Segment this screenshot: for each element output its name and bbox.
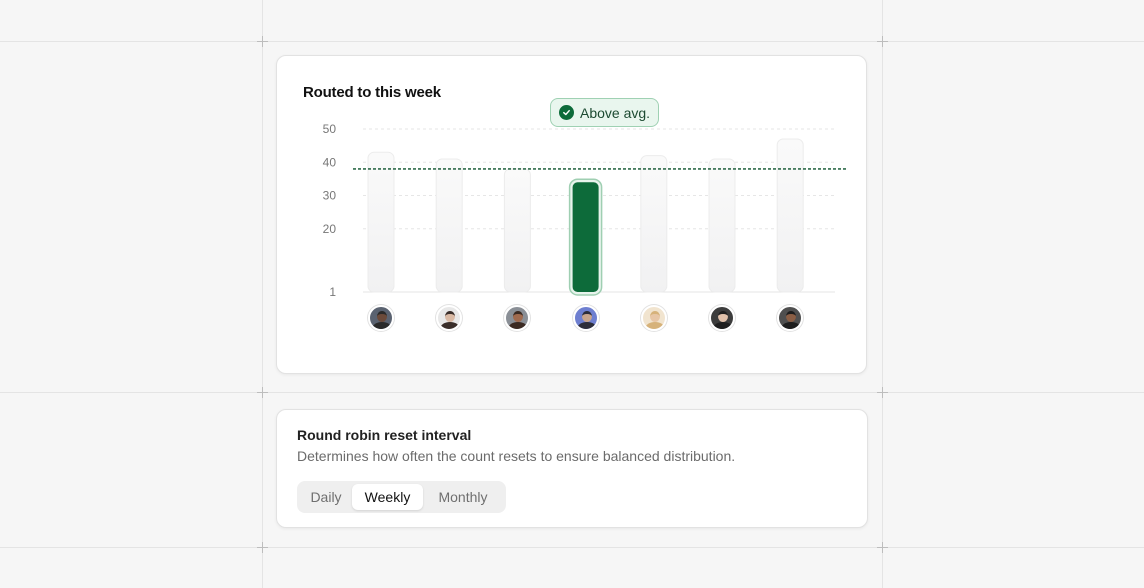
avatar[interactable] xyxy=(368,305,394,331)
grid-line xyxy=(0,41,1144,42)
avatar-body xyxy=(440,322,461,329)
bar[interactable] xyxy=(503,168,531,293)
plus-marker-icon xyxy=(257,542,268,553)
grid-line xyxy=(0,547,1144,548)
bar[interactable] xyxy=(435,158,463,293)
bar[interactable] xyxy=(640,155,668,293)
avatar-head xyxy=(581,311,592,322)
avatar-head xyxy=(649,311,660,322)
plus-marker-icon xyxy=(257,36,268,47)
bar[interactable] xyxy=(367,151,395,293)
interval-option-monthly[interactable]: Monthly xyxy=(438,489,488,505)
avatar[interactable] xyxy=(436,305,463,331)
plus-marker-icon xyxy=(877,542,888,553)
bar-chart: 50 40 30 20 1 xyxy=(323,122,847,299)
avatar-body xyxy=(508,322,529,329)
setting-title: Round robin reset interval xyxy=(297,427,472,443)
grid-line xyxy=(0,392,1144,393)
plus-marker-icon xyxy=(257,387,268,398)
interval-segmented-control: Daily Weekly Monthly xyxy=(297,481,506,513)
reset-interval-card: Round robin reset interval Determines ho… xyxy=(276,409,868,528)
bar[interactable] xyxy=(708,158,736,293)
avatar-head xyxy=(377,311,387,322)
avatar[interactable] xyxy=(572,305,599,331)
y-tick-label: 20 xyxy=(323,222,337,236)
interval-option-daily[interactable]: Daily xyxy=(310,489,342,505)
grid-line xyxy=(262,0,263,588)
bar-highlighted[interactable] xyxy=(572,182,599,292)
avatar[interactable] xyxy=(640,305,667,331)
interval-option-weekly[interactable]: Weekly xyxy=(352,484,423,510)
avatar-body xyxy=(713,322,733,329)
avatar-head xyxy=(513,311,524,322)
y-tick-label: 50 xyxy=(323,122,337,136)
avatar-body xyxy=(644,322,665,329)
avatar-body xyxy=(781,322,802,329)
avatar[interactable] xyxy=(777,305,804,331)
check-circle-icon xyxy=(559,105,574,120)
grid-line xyxy=(882,0,883,588)
avatar-head xyxy=(718,311,728,322)
avatar[interactable] xyxy=(709,305,735,331)
setting-description: Determines how often the count resets to… xyxy=(297,448,736,464)
y-tick-label: 40 xyxy=(323,155,337,169)
y-tick-label: 30 xyxy=(323,189,337,203)
plus-marker-icon xyxy=(877,36,888,47)
bar[interactable] xyxy=(776,138,804,293)
badge-label: Above avg. xyxy=(580,104,651,121)
avatar-head xyxy=(445,311,456,322)
avatar-head xyxy=(786,311,797,322)
y-tick-label: 1 xyxy=(329,285,336,299)
chart-title: Routed to this week xyxy=(303,84,441,101)
plus-marker-icon xyxy=(877,387,888,398)
above-average-badge: Above avg. xyxy=(550,98,659,127)
avatar-body xyxy=(372,322,392,329)
avatar[interactable] xyxy=(504,305,531,331)
avatar-body xyxy=(576,322,597,329)
routing-chart-card: 50 40 30 20 1 Routed to this week Above avg. xyxy=(276,55,867,374)
